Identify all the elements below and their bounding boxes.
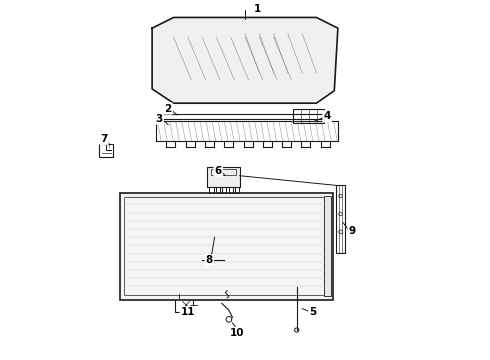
- Text: 3: 3: [156, 113, 163, 123]
- Bar: [120, 193, 333, 300]
- Text: 7: 7: [100, 134, 108, 144]
- Bar: [211, 169, 236, 175]
- Text: 8: 8: [206, 255, 213, 265]
- Bar: [336, 185, 345, 253]
- Polygon shape: [152, 18, 338, 103]
- Text: 1: 1: [254, 4, 261, 14]
- Text: 10: 10: [230, 328, 245, 338]
- Bar: [198, 234, 213, 248]
- Bar: [207, 167, 240, 187]
- Text: 2: 2: [165, 104, 172, 113]
- Text: 6: 6: [215, 166, 222, 176]
- Bar: [124, 197, 328, 296]
- Bar: [323, 196, 331, 296]
- Bar: [292, 287, 302, 293]
- Text: 9: 9: [348, 226, 356, 237]
- Text: 5: 5: [309, 307, 317, 317]
- Bar: [175, 298, 193, 312]
- Text: 11: 11: [181, 307, 195, 317]
- Text: 4: 4: [323, 111, 331, 121]
- Bar: [215, 234, 227, 248]
- Bar: [98, 144, 113, 157]
- Bar: [293, 109, 323, 123]
- Bar: [195, 228, 231, 253]
